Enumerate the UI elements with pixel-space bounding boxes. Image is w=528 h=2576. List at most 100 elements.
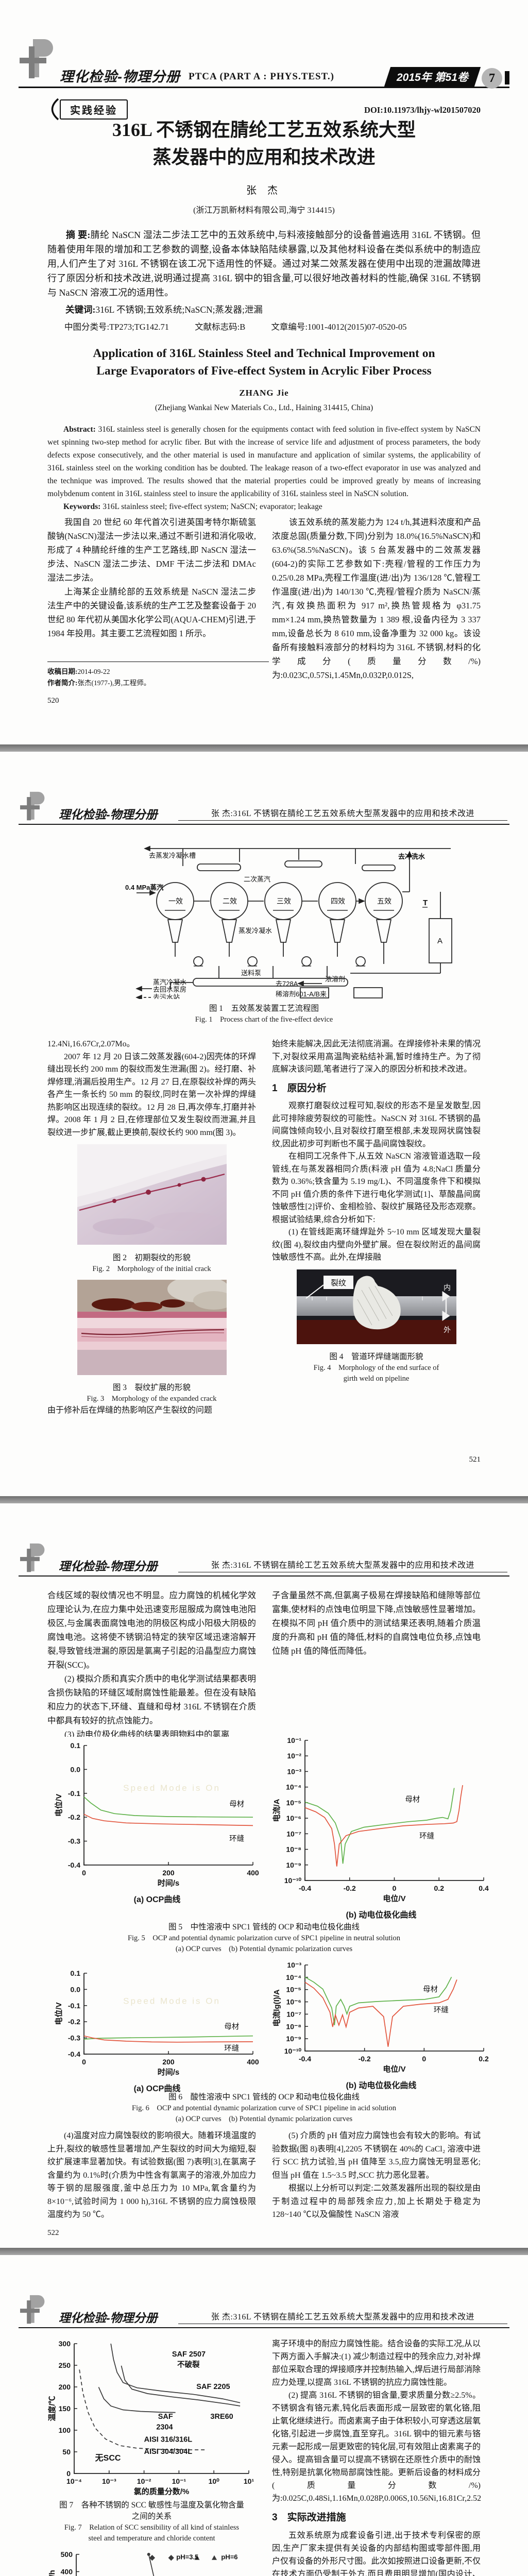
panel-label: (a) OCP曲线 <box>133 2084 181 2093</box>
abstract-cn: 摘 要:腈纶 NaSCN 湿法二步法工艺中的五效系统中,与料液接触部分的设备普遍… <box>47 228 481 300</box>
page-number: 521 <box>469 1455 481 1464</box>
figure-6b-chart: 10⁻³ 10⁻⁴ 10⁻⁵ 10⁻⁶ 10⁻⁷ 10⁻⁸ 10⁻⁹ 10⁻¹⁰ -0.4 -0.… <box>270 1959 492 2091</box>
journal-name: 理化检验-物理分册 <box>59 808 158 821</box>
diagram-label: 去冲洗水 <box>398 853 425 860</box>
svg-text:200: 200 <box>59 2383 71 2391</box>
journal-header: 理化检验-物理分册 PTCA (PART A : PHYS.TEST.) 201… <box>19 39 509 89</box>
svg-text:400: 400 <box>61 2568 73 2576</box>
svg-text:100: 100 <box>59 2426 71 2434</box>
figure-7-caption-cn: 图 7 各种不锈钢的 SCC 敏感性与温度及氯化物含量 <box>59 2501 244 2510</box>
diagram-label: 送料泵 <box>241 969 261 977</box>
svg-text:时间/s: 时间/s <box>158 2067 180 2077</box>
paragraph: 我国自 20 世纪 60 年代首次引进英国考特尔斯硫氢酸钠(NaSCN)湿法一步… <box>47 517 256 583</box>
author-en: ZHANG Jie <box>239 388 289 398</box>
footnote: 收稿日期:2014-09-22 作者简介:张杰(1977-),男,工程师。 <box>47 662 269 689</box>
journal-logo-icon <box>19 35 59 87</box>
scc-sensitivity-chart: 300 250 200 150 100 50 0 10⁻⁴ 10⁻³ 10⁻² 10⁻¹ 10⁰ 10¹… <box>47 2337 256 2500</box>
running-header: 理化检验-物理分册 张 杰:316L 不锈钢在腈纶工艺五效系统大型蒸发器中的应用… <box>19 2294 509 2328</box>
abstract-body: 腈纶 NaSCN 湿法二步法工艺中的五效系统中,与料液接触部分的设备普遍选用 3… <box>47 230 481 298</box>
figure-2-caption-en: Fig. 2 Morphology of the initial crack <box>92 1264 211 1273</box>
svg-text:200: 200 <box>162 2058 175 2066</box>
svg-text:-0.4: -0.4 <box>298 2055 311 2063</box>
journal-name-en: PTCA (PART A : PHYS.TEST.) <box>189 71 334 82</box>
svg-text:0.1: 0.1 <box>71 1969 81 1977</box>
svg-text:0.4: 0.4 <box>479 1884 489 1892</box>
svg-text:电流/A: 电流/A <box>272 1799 281 1822</box>
doi: DOI:10.11973/lhjy-wl201507020 <box>364 105 481 115</box>
paragraph: 上海某企业腈纶部的五效系统是 NaSCN 湿法二步法生产中的关键设备,该系统的生… <box>47 587 256 638</box>
paragraph: 五效系统原为成套设备引进,出于技术专利保密的原因,生产厂家未提供有关设备的内部结… <box>272 2531 481 2576</box>
svg-text:时间/s: 时间/s <box>158 1878 180 1888</box>
figure-6a-chart: Speed Mode is On 0.1 0.0 -0.1 -0.2 -0.3 -0.4 0 2… <box>52 1967 263 2094</box>
svg-text:10⁻⁹: 10⁻⁹ <box>286 2035 301 2043</box>
journal-logo-icon <box>19 2292 49 2331</box>
svg-text:10⁻²: 10⁻² <box>287 1752 301 1760</box>
svg-text:-0.4: -0.4 <box>68 1861 80 1869</box>
text-column-left: 12.4Ni,16.67Cr,2.07Mo。 2007 年 12 月 20 日该二… <box>47 1038 256 1451</box>
diagram-label: 去回水泵房 <box>153 986 186 993</box>
svg-text:50: 50 <box>62 2448 71 2456</box>
caption-en: Fig. 1 Process chart of the five-effect … <box>195 1015 333 1024</box>
figure-6-caption: 图 6 酸性溶液中 SPC1 管线的 OCP 和动电位极化曲线 Fig. 6 O… <box>0 2092 528 2125</box>
text-column-right: (5) 介质的 pH 值对应力腐蚀也会有较大的影响。有试验数据(图 8)表明[4… <box>272 2129 481 2244</box>
svg-text:10⁻⁴: 10⁻⁴ <box>286 1783 301 1791</box>
page-4: 理化检验-物理分册 张 杰:316L 不锈钢在腈纶工艺五效系统大型蒸发器中的应用… <box>0 2255 528 2576</box>
svg-text:0: 0 <box>422 2055 426 2063</box>
running-head-title: 张 杰:316L 不锈钢在腈纶工艺五效系统大型蒸发器中的应用和技术改进 <box>178 806 507 821</box>
diagram-label: 蒸发冷凝水 <box>239 927 272 935</box>
paragraph: (1) 在管线距离环缝焊趾外 5~10 mm 区域发现大量裂纹(图 4),裂纹由… <box>272 1228 481 1262</box>
caption-sub: (a) OCP curves (b) Potential dynamic pol… <box>175 2115 353 2123</box>
affiliation-en: (Zhejiang Wankai New Materials Co., Ltd.… <box>155 403 373 413</box>
svg-text:电位/V: 电位/V <box>54 1794 63 1817</box>
running-head-title: 张 杰:316L 不锈钢在腈纶工艺五效系统大型蒸发器中的应用和技术改进 <box>178 2310 507 2324</box>
svg-text:母材: 母材 <box>423 1985 438 1994</box>
svg-text:AISI 304/304L: AISI 304/304L <box>144 2448 193 2456</box>
svg-text:400: 400 <box>247 2058 259 2066</box>
svg-text:10⁻⁸: 10⁻⁸ <box>286 1845 301 1854</box>
svg-text:0.0: 0.0 <box>71 1985 81 1993</box>
svg-text:10⁻²: 10⁻² <box>137 2477 151 2485</box>
svg-text:10⁻³: 10⁻³ <box>287 1961 301 1969</box>
text-column-right: 始终未能解决,因此无法彻底消漏。在焊接修补未果的情况下,对裂纹采用高温陶瓷粘结补… <box>272 1038 481 1451</box>
figure-3-photo <box>47 1275 256 1380</box>
diagram-label: 四效 <box>331 897 345 905</box>
svg-text:0: 0 <box>66 2469 71 2478</box>
svg-text:200: 200 <box>162 1869 175 1877</box>
paragraph: 离子环境中的耐应力腐蚀性能。结合设备的实际工况,从以下两方面入手解决:(1) 减… <box>272 2340 481 2387</box>
page-2: 理化检验-物理分册 张 杰:316L 不锈钢在腈纶工艺五效系统大型蒸发器中的应用… <box>0 752 528 1496</box>
svg-text:母材: 母材 <box>229 1800 244 1808</box>
left-column: 300 250 200 150 100 50 0 10⁻⁴ 10⁻³ 10⁻² 10⁻¹ 10⁰ 10¹… <box>47 2337 256 2576</box>
text-column-right: 子含量虽然不高,但氯离子极易在焊接缺陷和缝隙等部位富集,使材料的点蚀电位明显下降… <box>272 1588 481 1737</box>
figure-4-photo: 裂纹 内 外 <box>272 1269 481 1349</box>
paragraph: 合线区域的裂纹情况也不明显。应力腐蚀的机械化学效应理论认为,在应力集中处迅速变形… <box>47 1590 256 1670</box>
svg-text:0.2: 0.2 <box>434 1884 444 1892</box>
svg-text:-0.2: -0.2 <box>343 1884 355 1892</box>
caption-en: Fig. 6 OCP and potential dynamic polariz… <box>132 2104 396 2112</box>
abstract-en-body: 316L stainless steel is generally chosen… <box>47 425 481 499</box>
journal-logo-icon <box>19 1540 49 1579</box>
paragraph: 子含量虽然不高,但氯离子极易在焊接缺陷和缝隙等部位富集,使材料的点蚀电位明显下降… <box>272 1590 481 1656</box>
figure-7-caption-en: Fig. 7 Relation of SCC sensibility of al… <box>64 2523 240 2532</box>
page-number: 522 <box>47 2229 59 2237</box>
svg-text:0: 0 <box>82 1869 86 1877</box>
paragraph: (3) 动电位极化曲线的结果表明物料中的氯离 <box>64 1730 230 1737</box>
running-header: 理化检验-物理分册 张 杰:316L 不锈钢在腈纶工艺五效系统大型蒸发器中的应用… <box>19 1543 509 1577</box>
svg-text:-0.2: -0.2 <box>68 2018 80 2026</box>
svg-text:环缝: 环缝 <box>419 1832 434 1840</box>
svg-text:0.2: 0.2 <box>479 2055 489 2063</box>
svg-text:10⁻¹⁰: 10⁻¹⁰ <box>284 2047 301 2055</box>
svg-text:10⁻⁵: 10⁻⁵ <box>286 1986 301 1994</box>
paragraph: 12.4Ni,16.67Cr,2.07Mo。 <box>47 1040 135 1048</box>
svg-text:10⁻⁸: 10⁻⁸ <box>286 2022 301 2030</box>
column-badge: 实践经验 <box>45 98 128 121</box>
svg-text:10⁻³: 10⁻³ <box>287 1767 301 1775</box>
body-columns: 合线区域的裂纹情况也不明显。应力腐蚀的机械化学效应理论认为,在应力集中处迅速变形… <box>47 1588 481 1737</box>
corner-square <box>505 71 509 84</box>
svg-text:SAF 2507: SAF 2507 <box>172 2350 206 2359</box>
svg-text:-0.3: -0.3 <box>68 1837 80 1845</box>
figure-3-caption-en: Fig. 3 Morphology of the expanded crack <box>87 1395 217 1403</box>
figure-5a-chart: Speed Mode is On 0.1 0.0 -0.1 -0.2 -0.3 -0.4 0 2… <box>52 1739 263 1905</box>
svg-text:10⁻⁷: 10⁻⁷ <box>286 2010 301 2018</box>
svg-text:0: 0 <box>82 2058 86 2066</box>
svg-text:2304: 2304 <box>156 2423 173 2431</box>
